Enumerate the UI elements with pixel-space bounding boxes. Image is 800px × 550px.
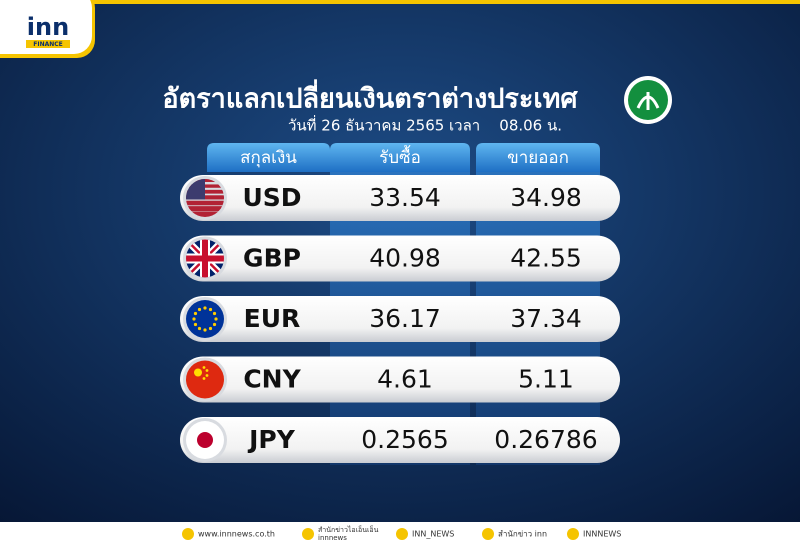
flag — [186, 239, 224, 278]
footer-icon — [182, 528, 194, 540]
buy-rate: 40.98 — [369, 244, 441, 273]
sell-rate: 5.11 — [518, 365, 574, 394]
flag-sun — [197, 432, 213, 448]
header-tab — [476, 143, 600, 172]
subtitle: วันที่ 26 ธันวาคม 2565 เวลา 08.06 น. — [288, 115, 562, 135]
footer-text: www.innnews.co.th — [198, 530, 275, 539]
top-border — [0, 0, 800, 4]
table-row: EUR 36.17 37.34 — [180, 296, 620, 342]
currency-code: USD — [242, 183, 301, 212]
row-pill — [180, 296, 620, 342]
buy-rate: 0.2565 — [361, 425, 448, 454]
table-row: CNY 4.61 5.11 — [180, 356, 620, 403]
footer-text: INNNEWS — [583, 530, 621, 539]
sell-rate: 37.34 — [510, 304, 582, 333]
row-pill — [180, 417, 620, 463]
footer-icon — [396, 528, 408, 540]
table: สกุลเงิน รับซื้อ ขายออก USD 33.54 34.98 GBP 40.… — [180, 143, 620, 463]
flag-star — [193, 311, 198, 316]
flag-star — [193, 322, 198, 327]
footer-text: สำนักข่าวไอเอ็นเอ็น — [318, 525, 379, 534]
footer: www.innnews.co.th สำนักข่าวไอเอ็นเอ็นinnn… — [182, 525, 621, 542]
flag — [186, 179, 224, 217]
flag — [186, 360, 224, 399]
flag-stripe — [186, 206, 224, 210]
flag-star — [202, 377, 206, 380]
column-header: สกุลเงิน — [240, 148, 297, 168]
flag — [186, 421, 224, 459]
table-row: USD 33.54 34.98 — [180, 175, 620, 221]
flag-star — [202, 366, 206, 369]
flag-bg — [186, 360, 224, 399]
title: อัตราแลกเปลี่ยนเงินตราต่างประเทศ — [162, 79, 578, 115]
flag-star — [214, 317, 218, 321]
column-header: รับซื้อ — [379, 145, 421, 168]
flag-star — [203, 306, 207, 310]
header-tab — [207, 143, 330, 172]
table-row: JPY 0.2565 0.26786 — [180, 417, 620, 463]
column-header: ขายออก — [507, 148, 569, 168]
flag-star — [197, 326, 202, 331]
flag-star — [212, 311, 217, 316]
row-pill — [180, 175, 620, 221]
buy-rate: 36.17 — [369, 304, 441, 333]
logo-tag-bg — [26, 40, 70, 48]
flag-stripe — [186, 211, 224, 215]
footer-text: innnews — [318, 534, 347, 542]
flag-star — [192, 317, 196, 321]
footer-icon — [567, 528, 579, 540]
row-pill — [180, 356, 620, 403]
currency-code: JPY — [247, 425, 296, 454]
flag-star — [205, 369, 209, 372]
sell-rate: 0.26786 — [494, 425, 597, 454]
flag-star — [197, 307, 202, 312]
buy-rate: 4.61 — [377, 365, 433, 394]
flag-bg — [186, 300, 224, 338]
footer-icon — [482, 528, 494, 540]
footer-text: สำนักข่าว inn — [498, 530, 547, 539]
header-tab — [330, 143, 470, 172]
flag-star — [205, 374, 209, 377]
bank-logo-mark — [636, 92, 660, 110]
footer-text: INN_NEWS — [412, 530, 454, 539]
currency-code: CNY — [243, 365, 301, 394]
sell-rate: 34.98 — [510, 183, 582, 212]
flag-star — [208, 326, 213, 331]
row-pill — [180, 235, 620, 282]
flag-stripe — [186, 202, 224, 206]
currency-code: GBP — [243, 244, 301, 273]
logo-text: inn — [27, 13, 69, 41]
logo-tag: FINANCE — [33, 41, 63, 48]
flag — [186, 300, 224, 338]
table-row: GBP 40.98 42.55 — [180, 235, 620, 282]
flag-star — [203, 328, 207, 332]
currency-code: EUR — [244, 304, 301, 333]
flag-stripe — [186, 200, 224, 204]
flag-cross — [186, 239, 224, 278]
flag-star — [194, 368, 202, 377]
buy-rate: 33.54 — [369, 183, 441, 212]
flag-stripe — [186, 214, 224, 217]
flag-stripe — [186, 208, 224, 212]
sell-rate: 42.55 — [510, 244, 582, 273]
flag-star — [212, 322, 217, 327]
flag-star — [208, 307, 213, 312]
footer-icon — [302, 528, 314, 540]
